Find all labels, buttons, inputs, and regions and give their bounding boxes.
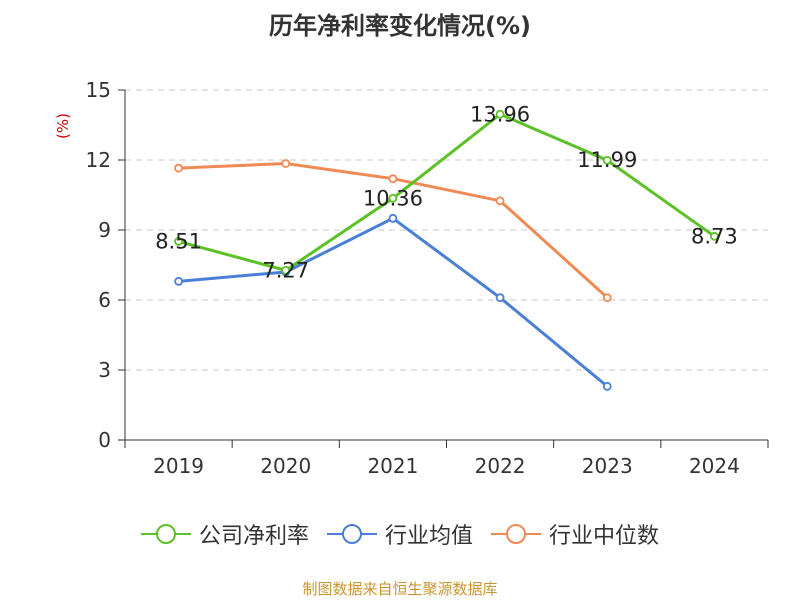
legend-label: 行业中位数	[549, 524, 660, 549]
data-label: 8.73	[691, 224, 738, 248]
legend-label: 行业均值	[384, 524, 473, 549]
data-label: 7.27	[262, 258, 309, 282]
x-tick-label: 2019	[153, 454, 204, 478]
data-point	[281, 159, 291, 168]
legend-marker-icon	[326, 524, 377, 544]
x-tick-label: 2023	[582, 454, 633, 478]
data-point	[495, 196, 505, 206]
data-point	[388, 213, 398, 223]
grid-lines	[125, 89, 768, 371]
data-point	[388, 193, 398, 203]
y-axis-label: (%)	[54, 113, 72, 139]
series-line	[178, 216, 609, 388]
source-note: 制图数据来自恒生聚源数据库	[302, 580, 498, 598]
data-point	[495, 293, 505, 303]
data-point	[602, 381, 612, 391]
y-tick-label: 12	[86, 148, 111, 172]
legend-item[interactable]: 行业中位数	[491, 518, 659, 550]
legend: 公司净利率 行业均值 行业中位数	[0, 518, 800, 550]
data-point	[174, 163, 183, 173]
y-tick-label: 15	[86, 78, 111, 102]
legend-marker-icon	[140, 524, 191, 544]
chart-title: 历年净利率变化情况(%)	[269, 12, 531, 40]
data-label: 8.51	[155, 229, 202, 253]
series-lines	[174, 109, 719, 391]
data-point	[174, 276, 183, 286]
series-line	[178, 112, 716, 272]
data-labels: 8.51 7.27 10.36 13.96 11.99 8.73	[155, 102, 738, 282]
y-tick-label: 6	[98, 288, 111, 312]
series-line	[178, 162, 609, 299]
data-point	[495, 109, 505, 119]
data-label: 10.36	[363, 186, 423, 210]
x-tick-label: 2020	[260, 454, 311, 478]
y-tick-label: 3	[98, 358, 111, 382]
legend-item[interactable]: 公司净利率	[140, 518, 309, 550]
data-point	[388, 174, 398, 184]
legend-marker-icon	[491, 524, 541, 544]
x-tick-label: 2024	[689, 454, 740, 478]
data-point	[174, 237, 183, 246]
legend-label: 公司净利率	[198, 524, 309, 549]
data-point	[602, 155, 612, 165]
y-tick-label: 9	[98, 218, 111, 242]
data-label: 13.96	[470, 102, 530, 126]
axes: 0 3 6 9 12 15 2019 2020 2021 2022 2023 2024	[86, 78, 769, 478]
legend-item[interactable]: 行业均值	[326, 518, 473, 550]
x-tick-label: 2022	[475, 454, 526, 478]
data-point	[710, 231, 719, 241]
data-label: 11.99	[577, 148, 637, 172]
data-point	[602, 293, 612, 303]
y-tick-label: 0	[98, 428, 111, 452]
x-tick-label: 2021	[367, 454, 418, 478]
data-point	[281, 265, 291, 275]
